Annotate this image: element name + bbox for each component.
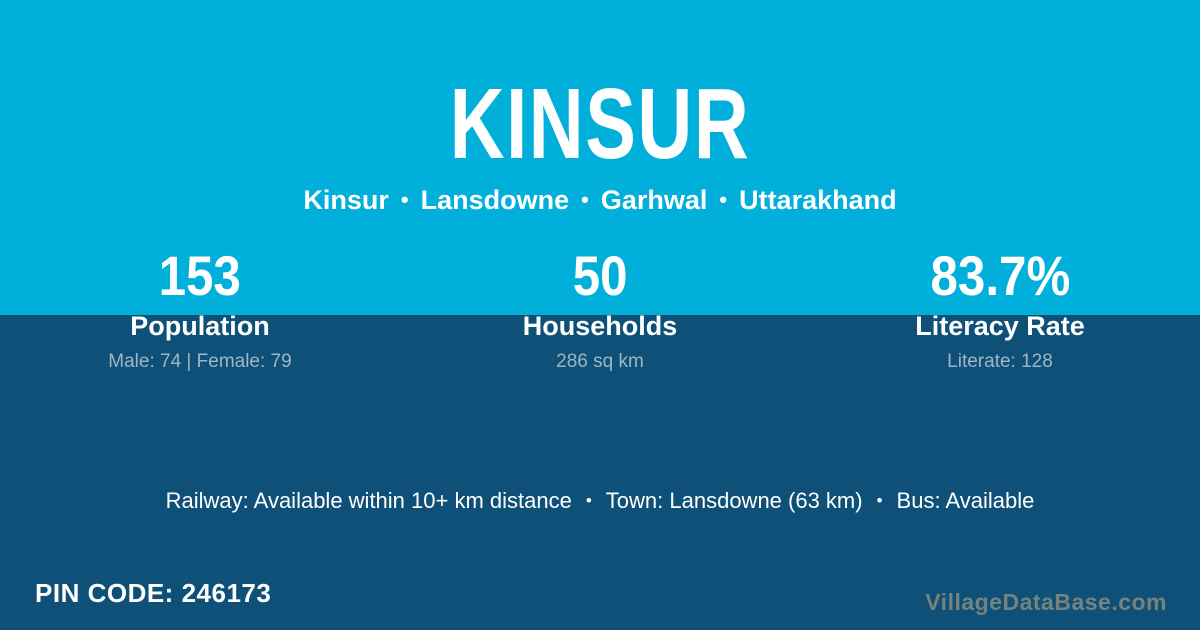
bullet-separator-icon: • [876, 491, 883, 510]
stats-row: 153 Population Male: 74 | Female: 79 50 … [0, 246, 1200, 374]
amenity-railway: Railway: Available within 10+ km distanc… [165, 488, 572, 513]
bullet-separator-icon: • [719, 187, 728, 212]
breadcrumb: Kinsur • Lansdowne • Garhwal • Uttarakhand [0, 184, 1200, 216]
stat-label: Literacy Rate [915, 311, 1085, 341]
site-watermark: VillageDataBase.com [925, 589, 1167, 615]
stat-detail: Literate: 128 [947, 351, 1053, 372]
breadcrumb-block: Lansdowne [420, 185, 570, 215]
pin-code-value: 246173 [181, 578, 272, 608]
stat-detail: 286 sq km [556, 351, 644, 372]
stat-detail: Male: 74 | Female: 79 [108, 351, 292, 372]
stat-value: 50 [572, 244, 628, 307]
stat-value: 153 [158, 244, 242, 307]
stat-households: 50 Households 286 sq km [400, 246, 800, 374]
bullet-separator-icon: • [400, 187, 409, 212]
amenity-town: Town: Lansdowne (63 km) [605, 488, 863, 513]
breadcrumb-village: Kinsur [303, 185, 389, 215]
village-title: KINSUR [449, 68, 751, 180]
pin-code: PIN CODE: 246173 [35, 578, 271, 609]
bullet-separator-icon: • [585, 491, 592, 510]
stat-value: 83.7% [930, 244, 1070, 307]
breadcrumb-district: Garhwal [600, 185, 708, 215]
stat-label: Households [522, 311, 678, 341]
stat-population: 153 Population Male: 74 | Female: 79 [0, 246, 400, 374]
amenity-bus: Bus: Available [896, 488, 1035, 513]
breadcrumb-state: Uttarakhand [739, 185, 897, 215]
amenities-line: Railway: Available within 10+ km distanc… [0, 488, 1200, 514]
pin-code-label: PIN CODE: [35, 578, 174, 608]
stat-label: Population [130, 311, 270, 341]
header-band [0, 0, 1200, 315]
bullet-separator-icon: • [581, 187, 589, 212]
stat-literacy-rate: 83.7% Literacy Rate Literate: 128 [800, 246, 1200, 374]
